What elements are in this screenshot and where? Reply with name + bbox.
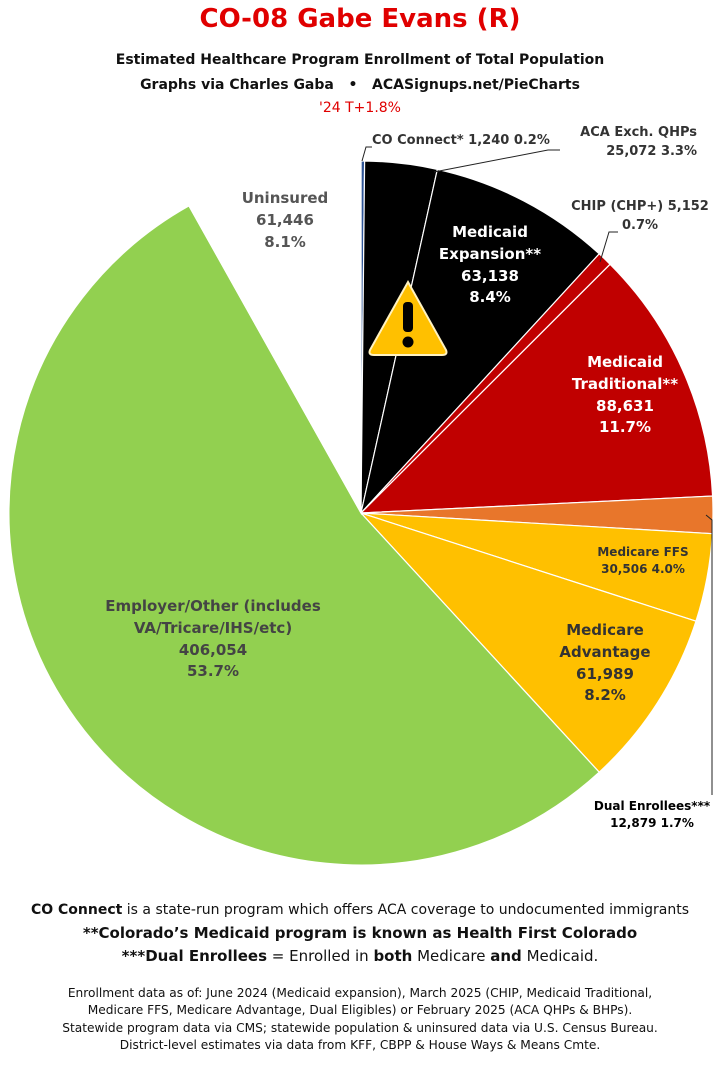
percent-label: 8.4% [469, 288, 511, 307]
value-label: 30,506 [601, 562, 648, 577]
source-line: District-level estimates via data from K… [119, 1037, 601, 1052]
percent-label: 11.7% [598, 418, 652, 437]
note-text: *** [121, 947, 146, 965]
warning-icon [368, 279, 448, 356]
note-text: **Colorado’s Medicaid program is known a… [82, 924, 457, 942]
note-text: both [373, 947, 413, 965]
percent-label: 0.7% [621, 217, 659, 233]
slice-label: Employer/Other (includes VA/Tricare/IHS/… [53, 596, 373, 683]
percent-label: 8.1% [264, 232, 306, 251]
percent-label: 8.2% [584, 686, 626, 705]
category-name: Uninsured [241, 189, 329, 207]
value-label: 61,989 [576, 664, 634, 683]
pie-slice [359, 168, 601, 516]
note-text: Medicare [412, 947, 491, 965]
slice-label: Uninsured 61,446 8.1% [215, 188, 355, 253]
subtitle: Estimated Healthcare Program Enrollment … [115, 52, 605, 68]
note-text: Medicaid. [521, 947, 599, 965]
note: CO Connect is a state-run program which … [0, 900, 720, 921]
category-name: Medicaid Traditional** [571, 353, 679, 393]
source-line: Medicare FFS, Medicare Advantage, Dual E… [87, 1003, 633, 1018]
slice-label: CHIP (CHP+) 5,152 0.7% [565, 198, 715, 236]
percent-label: 4.0% [651, 562, 685, 577]
chart-title: CO-08 Gabe Evans (R) [199, 4, 521, 34]
pie-slice [359, 511, 697, 774]
leader-line [705, 514, 713, 795]
value-label: 88,631 [596, 396, 654, 415]
slice-label: Medicaid Expansion** 63,138 8.4% [415, 222, 565, 309]
pie-slice [359, 263, 714, 514]
value-label: 1,240 [468, 133, 510, 148]
annotation: '24 T+1.8% [319, 100, 401, 116]
sources: Enrollment data as of: June 2024 (Medica… [0, 985, 720, 1054]
value-label: 5,152 [667, 199, 709, 214]
note: ***Dual Enrollees = Enrolled in both Med… [0, 945, 720, 968]
note-text: is a state-run program which offers ACA … [122, 902, 690, 918]
slice-label: Medicaid Traditional** 88,631 11.7% [555, 352, 695, 439]
subtitle: Graphs via Charles Gaba • ACASignups.net… [140, 77, 580, 93]
pie-slice [8, 205, 601, 866]
leader-lines [361, 146, 713, 795]
slice-label: CO Connect* 1,240 0.2% [372, 132, 572, 151]
category-name: Medicare Advantage [559, 621, 651, 661]
note-text: and [490, 947, 522, 965]
pie-slice [188, 160, 362, 516]
percent-label: 53.7% [186, 662, 240, 681]
category-name: CHIP (CHP+) [571, 199, 664, 214]
category-name: Medicaid Expansion** [438, 223, 542, 263]
leader-line [433, 149, 560, 173]
category-name: Dual Enrollees*** [593, 799, 711, 813]
note-text: CO Connect [30, 902, 123, 918]
slice-label: Medicare FFS 30,506 4.0% [573, 544, 713, 579]
slice-label: Medicare Advantage 61,989 8.2% [535, 620, 675, 707]
slice-label: Dual Enrollees*** 12,879 1.7% [587, 798, 717, 833]
value-label: 406,054 [178, 640, 248, 659]
percent-label: 1.7% [660, 816, 694, 831]
value-label: 63,138 [461, 266, 519, 285]
note-text: Dual Enrollees [145, 947, 268, 965]
source-line: Enrollment data as of: June 2024 (Medica… [67, 986, 653, 1000]
category-name: Medicare FFS [597, 545, 689, 559]
source-line: Statewide program data via CMS; statewid… [62, 1020, 658, 1035]
note-text: = Enrolled in [267, 947, 374, 965]
slice-label: ACA Exch. QHPs 25,072 3.3% [567, 124, 697, 162]
value-label: 12,879 [610, 816, 657, 831]
value-label: 25,072 [606, 143, 657, 159]
note: **Colorado’s Medicaid program is known a… [0, 922, 720, 945]
leader-line [599, 231, 618, 263]
leader-line [361, 146, 372, 162]
value-label: 61,446 [256, 210, 314, 229]
percent-label: 3.3% [660, 143, 697, 159]
category-name: ACA Exch. QHPs [580, 125, 697, 140]
category-name: CO Connect* [372, 133, 464, 148]
note-text: Health First Colorado [456, 924, 638, 942]
category-name: Employer/Other (includes VA/Tricare/IHS/… [105, 597, 321, 637]
pie [8, 160, 714, 866]
percent-label: 0.2% [513, 133, 550, 148]
